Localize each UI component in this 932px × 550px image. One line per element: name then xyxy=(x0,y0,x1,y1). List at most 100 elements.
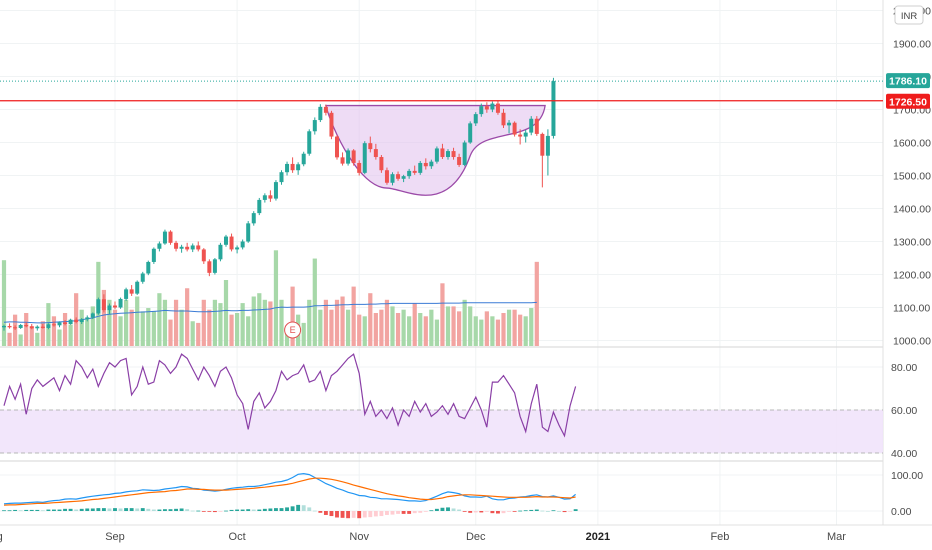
time-tick-label: Mar xyxy=(827,531,846,543)
macd-line xyxy=(3,472,576,505)
level-tag: 1726.50 xyxy=(886,93,930,109)
candle-body xyxy=(479,106,484,115)
candle-body xyxy=(35,326,40,329)
volume-bar xyxy=(451,306,456,346)
price-tick-label: 1200.00 xyxy=(893,270,931,282)
candle-body xyxy=(434,148,439,162)
candle-body xyxy=(329,112,334,137)
candle-body xyxy=(13,327,18,329)
macd-histogram-bar xyxy=(434,508,439,511)
candle-body xyxy=(235,247,240,250)
volume-bar xyxy=(234,313,240,346)
macd-histogram-bar xyxy=(507,511,511,512)
macd-histogram-bar xyxy=(529,509,534,511)
macd-histogram-bar xyxy=(218,511,223,512)
candle-body xyxy=(118,298,123,308)
macd-histogram-bar xyxy=(107,508,112,511)
volume-bar xyxy=(468,306,473,346)
candle-body xyxy=(340,157,345,164)
macd-histogram-bar xyxy=(385,511,389,515)
candle-body xyxy=(412,170,417,173)
time-axis[interactable]: Aug Sep Oct Nov Dec 2021 Feb Mar xyxy=(0,531,846,543)
earnings-marker[interactable]: E xyxy=(284,321,302,339)
volume-bar xyxy=(151,311,156,346)
macd-histogram-bar xyxy=(457,509,462,511)
candle-body xyxy=(79,319,84,323)
candle-body xyxy=(346,150,351,164)
volume-bar xyxy=(251,296,256,346)
macd-histogram-bar xyxy=(240,509,245,511)
time-tick-label: Feb xyxy=(710,531,729,543)
volume-bar xyxy=(434,319,440,346)
volume-bar xyxy=(57,329,62,346)
candle-body xyxy=(512,122,517,135)
volume-bar xyxy=(323,299,329,346)
candle-body xyxy=(451,151,456,158)
candle-body xyxy=(24,324,29,327)
volume-bar xyxy=(123,299,129,346)
price-tick-label: 1900.00 xyxy=(893,39,931,51)
volume-bar xyxy=(340,296,345,346)
macd-histogram-bar xyxy=(468,511,473,513)
macd-histogram-bar xyxy=(18,510,23,512)
volume-bar xyxy=(407,316,412,346)
macd-histogram-bar xyxy=(251,509,256,511)
volume-bar xyxy=(345,309,351,346)
macd-histogram-bar xyxy=(490,511,495,514)
candle-body xyxy=(457,157,462,165)
candle-body xyxy=(418,162,423,173)
candle-body xyxy=(490,103,495,110)
candle-body xyxy=(207,261,212,273)
macd-histogram-bar xyxy=(573,509,578,511)
candle-body xyxy=(384,170,389,183)
volume-bars xyxy=(1,250,539,346)
candle-body xyxy=(63,322,68,324)
macd-histogram-bar xyxy=(168,509,173,511)
candle-body xyxy=(495,103,500,113)
earnings-marker-label: E xyxy=(290,325,296,335)
candle-body xyxy=(429,161,434,167)
volume-bar xyxy=(462,299,467,346)
volume-bar xyxy=(506,309,512,346)
volume-bar xyxy=(229,314,234,346)
candle-body xyxy=(2,325,6,328)
macd-histogram-bar xyxy=(274,508,278,511)
volume-bar xyxy=(301,322,306,346)
candle-body xyxy=(74,319,79,323)
time-tick-label: 2021 xyxy=(586,531,610,543)
volume-bar xyxy=(207,309,212,346)
price-axis[interactable]: 2000.001900.001800.001700.001600.001500.… xyxy=(893,6,931,348)
volume-bar xyxy=(168,319,173,346)
macd-histogram-bar xyxy=(568,511,573,512)
macd-histogram-bar xyxy=(396,511,400,514)
macd-histogram-bar xyxy=(462,511,467,512)
macd-histogram-bar xyxy=(501,511,506,514)
macd-histogram-bar xyxy=(440,507,445,511)
candle-body xyxy=(196,245,201,250)
macd-tick-label: 100.00 xyxy=(891,470,923,482)
volume-bar xyxy=(534,261,539,346)
price-candles xyxy=(2,77,556,331)
volume-bar xyxy=(351,286,356,346)
time-tick-label: Nov xyxy=(349,531,369,543)
currency-badge[interactable]: INR xyxy=(894,5,924,25)
rsi-line xyxy=(3,353,577,438)
volume-bar xyxy=(196,322,201,346)
macd-histogram-bar xyxy=(118,508,123,511)
macd-histogram-bar xyxy=(101,508,106,511)
volume-bar xyxy=(223,280,229,346)
volume-bar xyxy=(273,250,279,346)
macd-axis[interactable]: 100.00 0.00 xyxy=(891,470,923,518)
macd-histogram-bar xyxy=(46,509,51,511)
macd-histogram-bar xyxy=(451,508,456,511)
volume-bar xyxy=(512,309,517,346)
macd-histogram-bar xyxy=(52,509,56,511)
candle-body xyxy=(18,324,23,328)
rsi-axis[interactable]: 80.00 60.00 40.00 xyxy=(891,362,917,460)
time-tick-label: Oct xyxy=(229,531,246,543)
candle-body xyxy=(246,223,251,242)
candle-body xyxy=(268,195,273,199)
macd-histogram-bar xyxy=(207,511,212,512)
candle-body xyxy=(551,81,556,136)
